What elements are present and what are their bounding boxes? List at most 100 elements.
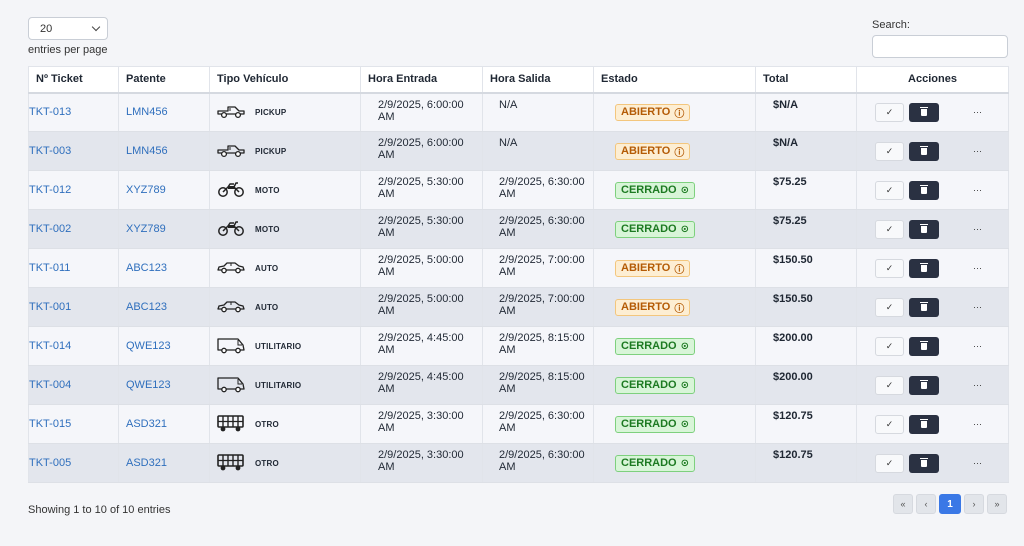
entry-time: 2/9/2025, 5:30:00 AM <box>360 209 483 249</box>
status-label: CERRADO <box>621 223 677 235</box>
delete-button[interactable] <box>909 414 939 434</box>
status-info-icon: ⓘ <box>674 147 685 159</box>
delete-button[interactable] <box>909 453 939 473</box>
plate-link[interactable]: LMN456 <box>126 145 168 157</box>
plate-link[interactable]: QWE123 <box>126 340 171 352</box>
check-icon: ✓ <box>885 379 894 390</box>
header-tipo-vehiculo[interactable]: Tipo Vehículo <box>209 66 361 94</box>
plate-link[interactable]: ASD321 <box>126 457 167 469</box>
delete-button[interactable] <box>909 336 939 356</box>
delete-button[interactable] <box>909 102 939 122</box>
entry-time: 2/9/2025, 4:45:00 AM <box>360 326 483 366</box>
entry-time: 2/9/2025, 5:00:00 AM <box>360 287 483 327</box>
more-options-icon[interactable]: ··· <box>973 263 982 273</box>
close-ticket-button[interactable]: ✓ <box>875 375 904 395</box>
ticket-link[interactable]: TKT-005 <box>29 457 72 469</box>
per-page-value: 20 <box>40 22 53 35</box>
trash-icon <box>920 379 928 389</box>
header-estado[interactable]: Estado <box>593 66 756 94</box>
ticket-link[interactable]: TKT-015 <box>29 418 72 430</box>
tickets-table-wrapper: Nº Ticket Patente Tipo Vehículo Hora Ent… <box>28 66 1009 483</box>
vehicle-type-label: OTRO <box>255 419 279 429</box>
close-ticket-button[interactable]: ✓ <box>875 336 904 356</box>
more-options-icon[interactable]: ··· <box>973 185 982 195</box>
table-row: TKT-015 ASD321 OTRO 2/9/2025, 3:30:00 AM 2/9… <box>28 404 1009 444</box>
delete-button[interactable] <box>909 297 939 317</box>
exit-time: 2/9/2025, 7:00:00 AM <box>482 248 594 288</box>
vehicle-type-cell: UTILITARIO <box>210 374 360 397</box>
entry-time: 2/9/2025, 3:30:00 AM <box>360 404 483 444</box>
status-badge: CERRADO ⊙ <box>615 454 696 472</box>
plate-link[interactable]: QWE123 <box>126 379 171 391</box>
plate-link[interactable]: ABC123 <box>126 262 167 274</box>
delete-button[interactable] <box>909 375 939 395</box>
more-options-icon[interactable]: ··· <box>973 107 982 118</box>
delete-button[interactable] <box>909 219 939 239</box>
more-options-icon[interactable]: ··· <box>973 380 982 390</box>
status-label: ABIERTO <box>621 145 671 157</box>
more-options-icon[interactable]: ··· <box>973 419 982 429</box>
close-ticket-button[interactable]: ✓ <box>875 102 904 122</box>
next-page-button[interactable]: › <box>964 494 984 514</box>
status-info-icon: ⓘ <box>674 264 685 276</box>
exit-time: 2/9/2025, 7:00:00 AM <box>482 287 594 327</box>
per-page-select[interactable]: 20 <box>28 17 108 40</box>
per-page-control: 20 entries per page <box>28 17 108 56</box>
ticket-link[interactable]: TKT-003 <box>29 145 72 157</box>
more-options-icon[interactable]: ··· <box>973 458 982 468</box>
ticket-link[interactable]: TKT-013 <box>29 106 72 119</box>
more-options-icon[interactable]: ··· <box>973 224 982 234</box>
status-info-icon: ⊙ <box>680 223 690 235</box>
pagination: « ‹ 1 › » <box>893 494 1010 514</box>
close-ticket-button[interactable]: ✓ <box>875 141 904 161</box>
vehicle-type-cell: PICKUP <box>210 101 360 124</box>
delete-button[interactable] <box>909 258 939 278</box>
ticket-link[interactable]: TKT-012 <box>29 184 72 196</box>
plate-link[interactable]: LMN456 <box>126 106 168 119</box>
close-ticket-button[interactable]: ✓ <box>875 414 904 434</box>
total-amount: $N/A <box>755 131 857 171</box>
prev-page-button[interactable]: ‹ <box>916 494 936 514</box>
check-icon: ✓ <box>885 340 894 351</box>
table-header-row: Nº Ticket Patente Tipo Vehículo Hora Ent… <box>28 66 1009 94</box>
exit-time: 2/9/2025, 8:15:00 AM <box>482 326 594 366</box>
more-options-icon[interactable]: ··· <box>973 341 982 351</box>
header-ticket[interactable]: Nº Ticket <box>28 66 119 94</box>
vehicle-type-cell: MOTO <box>210 218 360 241</box>
header-hora-salida[interactable]: Hora Salida <box>482 66 594 94</box>
ticket-link[interactable]: TKT-011 <box>29 262 71 274</box>
plate-link[interactable]: ABC123 <box>126 301 167 313</box>
status-info-icon: ⊙ <box>680 379 690 391</box>
plate-link[interactable]: XYZ789 <box>126 184 166 196</box>
ticket-link[interactable]: TKT-002 <box>29 223 72 235</box>
last-page-button[interactable]: » <box>987 494 1007 514</box>
close-ticket-button[interactable]: ✓ <box>875 180 904 200</box>
status-badge: CERRADO ⊙ <box>615 220 696 238</box>
close-ticket-button[interactable]: ✓ <box>875 297 904 317</box>
delete-button[interactable] <box>909 180 939 200</box>
entries-info: Showing 1 to 10 of 10 entries <box>28 504 171 516</box>
close-ticket-button[interactable]: ✓ <box>875 219 904 239</box>
entry-time: 2/9/2025, 4:45:00 AM <box>360 365 483 405</box>
more-options-icon[interactable]: ··· <box>973 302 982 312</box>
ticket-link[interactable]: TKT-004 <box>29 379 72 391</box>
close-ticket-button[interactable]: ✓ <box>875 453 904 473</box>
status-label: ABIERTO <box>621 106 671 119</box>
search-input[interactable] <box>872 35 1008 58</box>
header-total[interactable]: Total <box>755 66 857 94</box>
check-icon: ✓ <box>885 418 894 429</box>
vehicle-type-cell: UTILITARIO <box>210 335 360 358</box>
page-1-button[interactable]: 1 <box>939 494 961 514</box>
close-ticket-button[interactable]: ✓ <box>875 258 904 278</box>
plate-link[interactable]: ASD321 <box>126 418 167 430</box>
header-hora-entrada[interactable]: Hora Entrada <box>360 66 483 94</box>
delete-button[interactable] <box>909 141 939 161</box>
plate-link[interactable]: XYZ789 <box>126 223 166 235</box>
ticket-link[interactable]: TKT-001 <box>29 301 72 313</box>
exit-time: 2/9/2025, 6:30:00 AM <box>482 404 594 444</box>
ticket-link[interactable]: TKT-014 <box>29 340 72 352</box>
more-options-icon[interactable]: ··· <box>973 146 982 156</box>
first-page-button[interactable]: « <box>893 494 913 514</box>
header-patente[interactable]: Patente <box>118 66 210 94</box>
truck-icon <box>216 452 255 475</box>
